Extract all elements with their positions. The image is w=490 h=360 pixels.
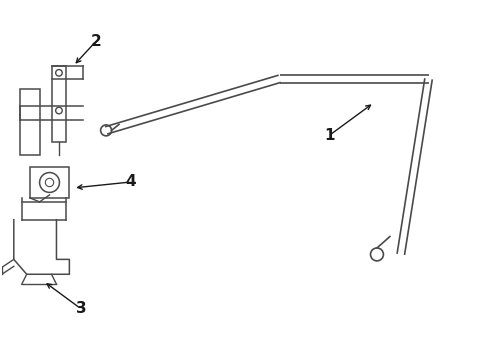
Text: 3: 3 — [76, 301, 87, 316]
Text: 4: 4 — [125, 175, 136, 189]
Text: 1: 1 — [324, 128, 335, 143]
Bar — [30, 167, 70, 198]
Text: 2: 2 — [91, 33, 101, 49]
Bar — [51, 66, 66, 142]
Bar — [20, 89, 40, 155]
